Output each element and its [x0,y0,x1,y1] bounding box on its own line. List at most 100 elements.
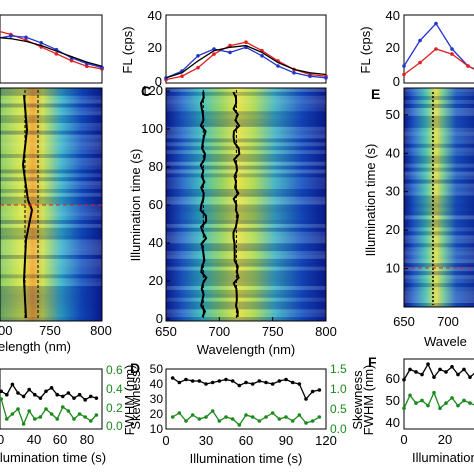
left-stripe-28 [0,196,102,201]
center-stripe-45 [166,262,326,267]
left-bottom-green-point-8 [38,415,43,419]
left-bottom-green-point-5 [21,422,26,426]
right-top-red-point-2 [434,47,438,51]
left-stripe-6 [0,111,102,116]
right-stripe-32 [404,215,474,220]
right-stripe-44 [404,263,474,268]
left-stripe-8 [0,119,102,123]
left-top-red-point-8 [69,58,74,63]
right-bottom-black-point-2 [414,370,418,374]
right-stripe-53 [404,299,474,304]
right-bottom-green-point-5 [432,390,436,395]
center-bottom-black-point-15 [270,382,275,386]
center-bottom-ytick-30: 30 [150,392,164,406]
right-ytick-40: 40 [386,145,400,160]
right-top-red-line [403,48,474,76]
panel-label-d: D [130,360,140,376]
left-bottom-green-point-10 [49,412,54,416]
center-stripe-54 [166,297,326,302]
right-stripe-30 [404,207,474,212]
center-top-blue-point-6 [260,54,264,58]
left-stripe-36 [0,227,102,232]
center-heatmap-ylabel: Illumination time (s) [128,149,143,262]
left-bottom-green-point-2 [5,417,9,421]
left-top-blue-point-5 [24,35,28,40]
left-bottom-black-point-9 [44,389,48,394]
center-bottom-green-point-8 [224,415,228,419]
center-bottom-black-point-9 [230,379,235,383]
right-top-red-point-3 [450,52,454,56]
right-top-ylabel: FL (cps) [358,26,373,73]
right-stripe-45 [404,267,474,272]
left-bottom-green-point-12 [61,405,65,409]
right-bottom-black-point-3 [420,372,424,377]
left-stripe-4 [0,103,102,108]
center-bottom-green-point-20 [304,421,308,425]
center-bottom-xtick-90: 90 [279,433,293,448]
right-bottom-black-point-9 [456,372,460,377]
center-bottom-rtick-0.5: 0.5 [330,402,347,416]
center-bottom-xlabel: Illumination time (s) [190,451,303,466]
left-stripe-48 [0,274,102,279]
right-stripe-40 [404,247,474,252]
center-stripe-56 [166,305,326,310]
center-peak-1-trace [199,91,208,318]
center-xtick-650: 650 [155,324,177,339]
left-stripe-14 [0,142,102,147]
left-bottom-black-point-13 [66,391,71,395]
center-top-blue-point-8 [292,71,296,75]
center-stripe-27 [166,192,326,197]
right-stripe-48 [404,279,474,284]
right-stripe-51 [404,291,474,296]
right-stripe-46 [404,271,474,276]
left-bottom-rtick-0.4: 0.4 [106,382,123,396]
center-ytick-120: 120 [141,83,163,98]
right-ytick-10: 10 [386,261,400,276]
center-bottom-black-point-3 [190,379,195,383]
right-top-blue-point-0 [402,64,406,68]
center-stripe-21 [166,169,326,174]
left-stripe-2 [0,95,102,100]
center-heatmap-yticks: 120 100 80 60 40 20 0 [141,83,170,326]
center-stripe-5 [166,107,326,112]
center-bottom-black-point-5 [204,382,208,386]
left-bottom-xtick-80: 80 [80,432,94,447]
center-stripe-52 [166,289,326,294]
left-bottom-xlabel: llumination time (s) [0,450,106,465]
center-stripe-12 [166,134,326,139]
center-bottom-black-point-7 [217,379,222,383]
center-stripe-43 [166,254,326,259]
center-stripe-39 [166,239,326,244]
center-bottom-green-point-11 [244,413,248,417]
right-bottom-ytick-60: 60 [386,371,400,386]
center-bottom-black-point-1 [177,380,182,385]
right-stripe-43 [404,259,474,264]
center-bottom-black-point-11 [244,380,248,385]
left-bottom-black-point-10 [49,386,54,390]
right-stripe-24 [404,183,474,188]
right-bottom-xtick-0: 0 [400,432,407,447]
right-bottom-panel: F 60 50 40 0 20 FWHM (nm) Illumination [361,354,474,465]
right-stripe-2 [404,95,474,100]
left-stripe-24 [0,181,102,186]
left-stripe-55 [0,301,102,306]
right-bottom-green-point-8 [450,396,454,400]
center-top-blue-point-7 [276,64,280,68]
center-stripe-32 [166,212,326,217]
left-heatmap-xlabel: elength (nm) [0,339,71,354]
left-bottom-green-point-11 [55,417,59,421]
right-bottom-green-point-7 [444,401,448,405]
left-bottom-black-point-1 [0,389,3,394]
right-stripe-3 [404,99,474,104]
center-stripe-53 [166,293,326,298]
right-heatmap-xlabel: Wavele [424,334,467,349]
right-stripe-47 [404,275,474,280]
left-stripe-50 [0,282,102,287]
center-bottom-black-point-18 [290,380,295,385]
left-stripe-39 [0,239,102,244]
center-top-ytick-0: 0 [155,74,162,89]
center-stripe-14 [166,142,326,147]
left-bottom-green-point-9 [44,407,48,411]
right-top-panel: 40 20 0 FL (cps) [358,8,474,89]
